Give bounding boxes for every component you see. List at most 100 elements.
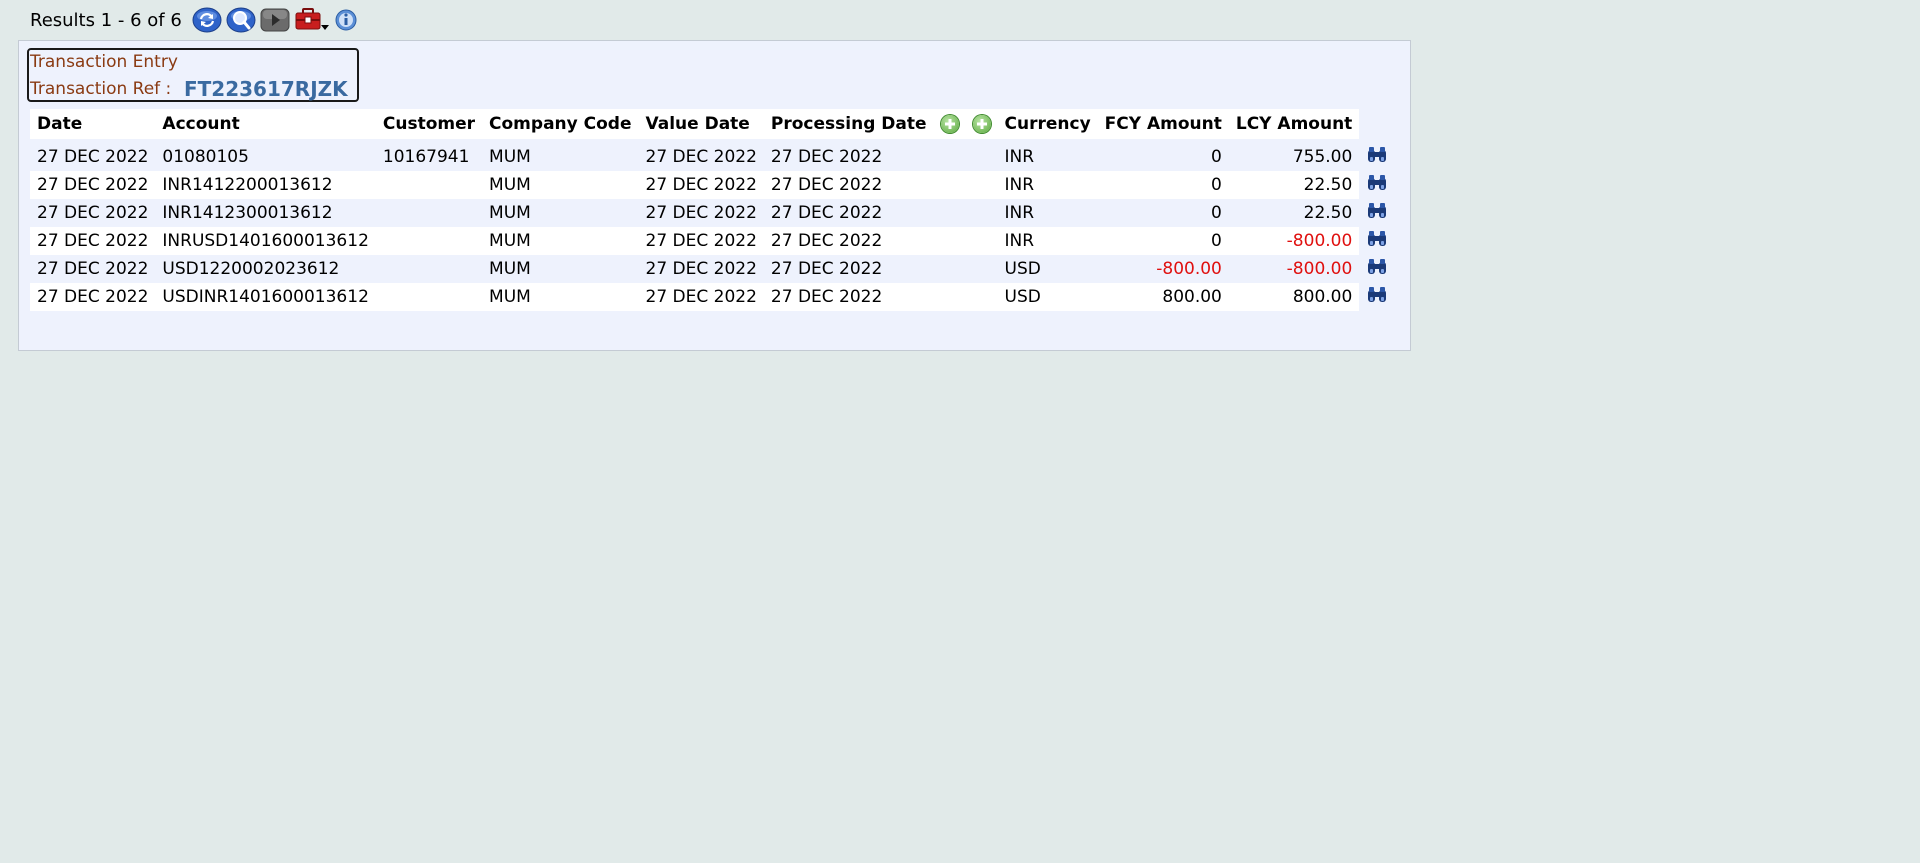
view-details-binoculars-icon[interactable] [1366,230,1388,253]
column-header-fcy-amount[interactable]: FCY Amount [1097,109,1229,139]
view-details-binoculars-icon[interactable] [1366,202,1388,225]
cell-lcy-amount: 22.50 [1228,171,1360,199]
cell-value-date: 27 DEC 2022 [638,171,764,199]
cell-company-code: MUM [482,171,639,199]
cell-action [1359,143,1396,171]
cell-fcy-amount: 0 [1097,171,1229,199]
cell-value-date: 27 DEC 2022 [638,199,764,227]
info-icon[interactable] [334,8,358,32]
cell-company-code: MUM [482,199,639,227]
entry-title: Transaction Entry [30,52,178,72]
cell-currency: USD [997,283,1098,311]
cell-customer [375,255,483,283]
cell-currency: INR [997,227,1098,255]
cell-processing-date: 27 DEC 2022 [763,283,998,311]
cell-currency: INR [997,143,1098,171]
cell-action [1359,227,1396,255]
cell-action [1359,283,1396,311]
table-row: 27 DEC 2022 INR1412200013612 MUM 27 DEC … [30,171,1396,199]
cell-company-code: MUM [482,227,639,255]
column-header-processing-date[interactable]: Processing Date [763,109,934,139]
cell-value-date: 27 DEC 2022 [638,143,764,171]
column-header-date[interactable]: Date [30,109,156,139]
next-icon[interactable] [260,7,290,33]
add-column-icon[interactable] [972,115,991,133]
add-column-icon[interactable] [940,115,959,133]
cell-fcy-amount: -800.00 [1097,255,1229,283]
table-row: 27 DEC 2022 INR1412300013612 MUM 27 DEC … [30,199,1396,227]
spacer-cell [30,139,1396,143]
column-header-customer[interactable]: Customer [375,109,483,139]
toolbar: Results 1 - 6 of 6 [30,7,362,33]
table-body: 27 DEC 2022 01080105 10167941 MUM 27 DEC… [30,143,1396,311]
expand-column-cell-2 [965,109,998,139]
table-row: 27 DEC 2022 01080105 10167941 MUM 27 DEC… [30,143,1396,171]
cell-date: 27 DEC 2022 [30,283,156,311]
cell-processing-date: 27 DEC 2022 [763,143,998,171]
cell-lcy-amount: 22.50 [1228,199,1360,227]
cell-account: USD1220002023612 [155,255,376,283]
table-row: 27 DEC 2022 USD1220002023612 MUM 27 DEC … [30,255,1396,283]
header-spacer [30,139,1396,143]
table-row: 27 DEC 2022 USDINR1401600013612 MUM 27 D… [30,283,1396,311]
cell-date: 27 DEC 2022 [30,255,156,283]
cell-fcy-amount: 0 [1097,227,1229,255]
cell-fcy-amount: 800.00 [1097,283,1229,311]
cell-company-code: MUM [482,255,639,283]
cell-customer: 10167941 [375,143,483,171]
cell-currency: INR [997,199,1098,227]
results-table: Date Account Customer Company Code Value… [30,109,1396,311]
cell-company-code: MUM [482,143,639,171]
cell-customer [375,283,483,311]
cell-account: 01080105 [155,143,376,171]
cell-action [1359,255,1396,283]
cell-account: INR1412300013612 [155,199,376,227]
column-header-currency[interactable]: Currency [997,109,1098,139]
cell-action [1359,171,1396,199]
table-row: 27 DEC 2022 INRUSD1401600013612 MUM 27 D… [30,227,1396,255]
cell-processing-date: 27 DEC 2022 [763,227,998,255]
cell-account: INRUSD1401600013612 [155,227,376,255]
results-panel: Transaction Entry Transaction Ref : FT22… [18,40,1411,351]
column-header-value-date[interactable]: Value Date [638,109,764,139]
cell-fcy-amount: 0 [1097,199,1229,227]
transaction-header: Transaction Entry Transaction Ref : FT22… [27,48,359,102]
cell-value-date: 27 DEC 2022 [638,283,764,311]
view-details-binoculars-icon[interactable] [1366,146,1388,169]
cell-customer [375,171,483,199]
cell-fcy-amount: 0 [1097,143,1229,171]
toolbox-icon[interactable] [294,7,330,33]
cell-lcy-amount: -800.00 [1228,255,1360,283]
cell-lcy-amount: 755.00 [1228,143,1360,171]
cell-date: 27 DEC 2022 [30,199,156,227]
search-icon[interactable] [226,7,256,33]
cell-account: USDINR1401600013612 [155,283,376,311]
refresh-icon[interactable] [192,7,222,33]
cell-currency: INR [997,171,1098,199]
cell-customer [375,227,483,255]
cell-currency: USD [997,255,1098,283]
cell-processing-date: 27 DEC 2022 [763,199,998,227]
cell-lcy-amount: 800.00 [1228,283,1360,311]
cell-processing-date: 27 DEC 2022 [763,255,998,283]
view-details-binoculars-icon[interactable] [1366,174,1388,197]
view-details-binoculars-icon[interactable] [1366,258,1388,281]
cell-date: 27 DEC 2022 [30,171,156,199]
cell-date: 27 DEC 2022 [30,143,156,171]
cell-processing-date: 27 DEC 2022 [763,171,998,199]
column-header-company-code[interactable]: Company Code [482,109,639,139]
cell-date: 27 DEC 2022 [30,227,156,255]
cell-action [1359,199,1396,227]
cell-customer [375,199,483,227]
results-count: Results 1 - 6 of 6 [30,9,182,31]
cell-value-date: 27 DEC 2022 [638,255,764,283]
column-header-account[interactable]: Account [155,109,376,139]
ref-label: Transaction Ref : [30,79,172,99]
column-header-lcy-amount[interactable]: LCY Amount [1228,109,1360,139]
view-details-binoculars-icon[interactable] [1366,286,1388,309]
ref-value: FT223617RJZK [184,77,348,101]
cell-account: INR1412200013612 [155,171,376,199]
cell-lcy-amount: -800.00 [1228,227,1360,255]
cell-value-date: 27 DEC 2022 [638,227,764,255]
expand-column-cell-1 [933,109,966,139]
